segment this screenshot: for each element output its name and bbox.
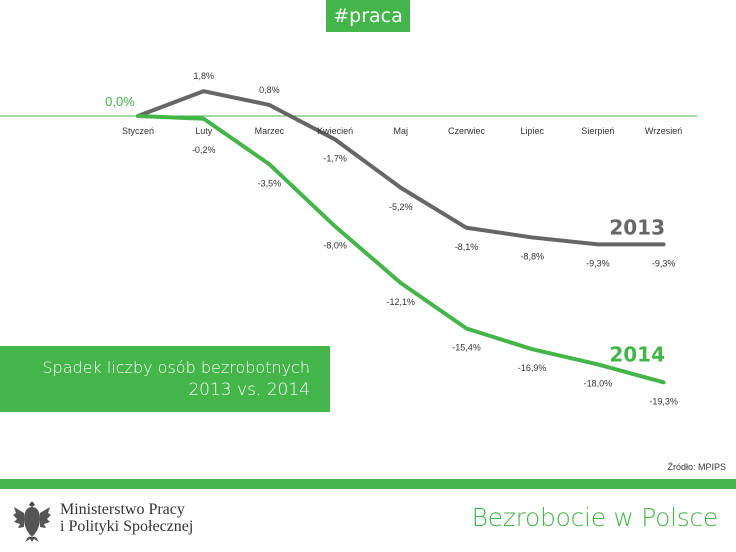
category-label: Styczeń bbox=[122, 126, 154, 136]
data-label: -9,3% bbox=[586, 258, 610, 268]
data-label: -0,2% bbox=[192, 145, 216, 155]
data-label: 1,8% bbox=[193, 71, 214, 81]
eagle-emblem-icon bbox=[13, 501, 51, 542]
info-box-line1: Spadek liczby osób bezrobotnych bbox=[42, 358, 310, 377]
ministry-line2: i Polityki Społecznej bbox=[60, 518, 194, 535]
series-name-label-2014: 2014 bbox=[609, 342, 665, 366]
ministry-name: Ministerstwo Pracy i Polityki Społecznej bbox=[60, 501, 193, 535]
data-label: -12,1% bbox=[387, 297, 416, 307]
data-label: -8,1% bbox=[455, 242, 479, 252]
category-label: Czerwiec bbox=[448, 126, 486, 136]
data-label: -1,7% bbox=[323, 153, 347, 163]
category-label: Sierpień bbox=[581, 126, 614, 136]
line-chart: 0,0% Styczeń Luty Marzec Kwiecień Maj Czerwiec… bbox=[0, 71, 697, 406]
data-label: -8,0% bbox=[323, 240, 347, 250]
footer-title: Bezrobocie w Polsce bbox=[471, 503, 719, 532]
ministry-line1: Ministerstwo Pracy bbox=[60, 501, 185, 518]
category-label: Maj bbox=[394, 126, 409, 136]
data-label: 0,8% bbox=[259, 85, 280, 95]
data-label: -19,3% bbox=[649, 396, 678, 406]
data-label: -9,3% bbox=[652, 258, 676, 268]
series-name-label-2013: 2013 bbox=[609, 215, 665, 239]
data-label: -5,2% bbox=[389, 202, 413, 212]
data-label: -15,4% bbox=[452, 343, 481, 353]
category-label: Kwiecień bbox=[317, 126, 353, 136]
series-line-2014 bbox=[136, 114, 666, 385]
baseline-label: 0,0% bbox=[105, 94, 135, 109]
data-label: -8,8% bbox=[520, 251, 544, 261]
category-label: Lipiec bbox=[520, 126, 544, 136]
info-box: Spadek liczby osób bezrobotnych 2013 vs.… bbox=[0, 346, 330, 412]
data-label: -18,0% bbox=[584, 378, 613, 388]
hashtag-badge: #praca bbox=[326, 0, 410, 32]
data-label: -16,9% bbox=[518, 363, 547, 373]
series-line-2013 bbox=[136, 89, 666, 247]
category-label: Marzec bbox=[255, 126, 285, 136]
footer-divider bbox=[0, 479, 736, 489]
category-label: Luty bbox=[195, 126, 213, 136]
info-box-line2: 2013 vs. 2014 bbox=[188, 380, 310, 400]
source-note: Źródło: MPIPS bbox=[667, 462, 726, 472]
category-label: Wrzesień bbox=[645, 126, 682, 136]
data-label: -3,5% bbox=[258, 178, 282, 188]
